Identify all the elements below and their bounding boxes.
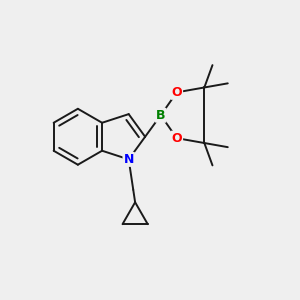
Text: N: N (124, 153, 134, 166)
Text: O: O (172, 86, 182, 99)
Text: B: B (156, 109, 166, 122)
Text: O: O (172, 132, 182, 145)
